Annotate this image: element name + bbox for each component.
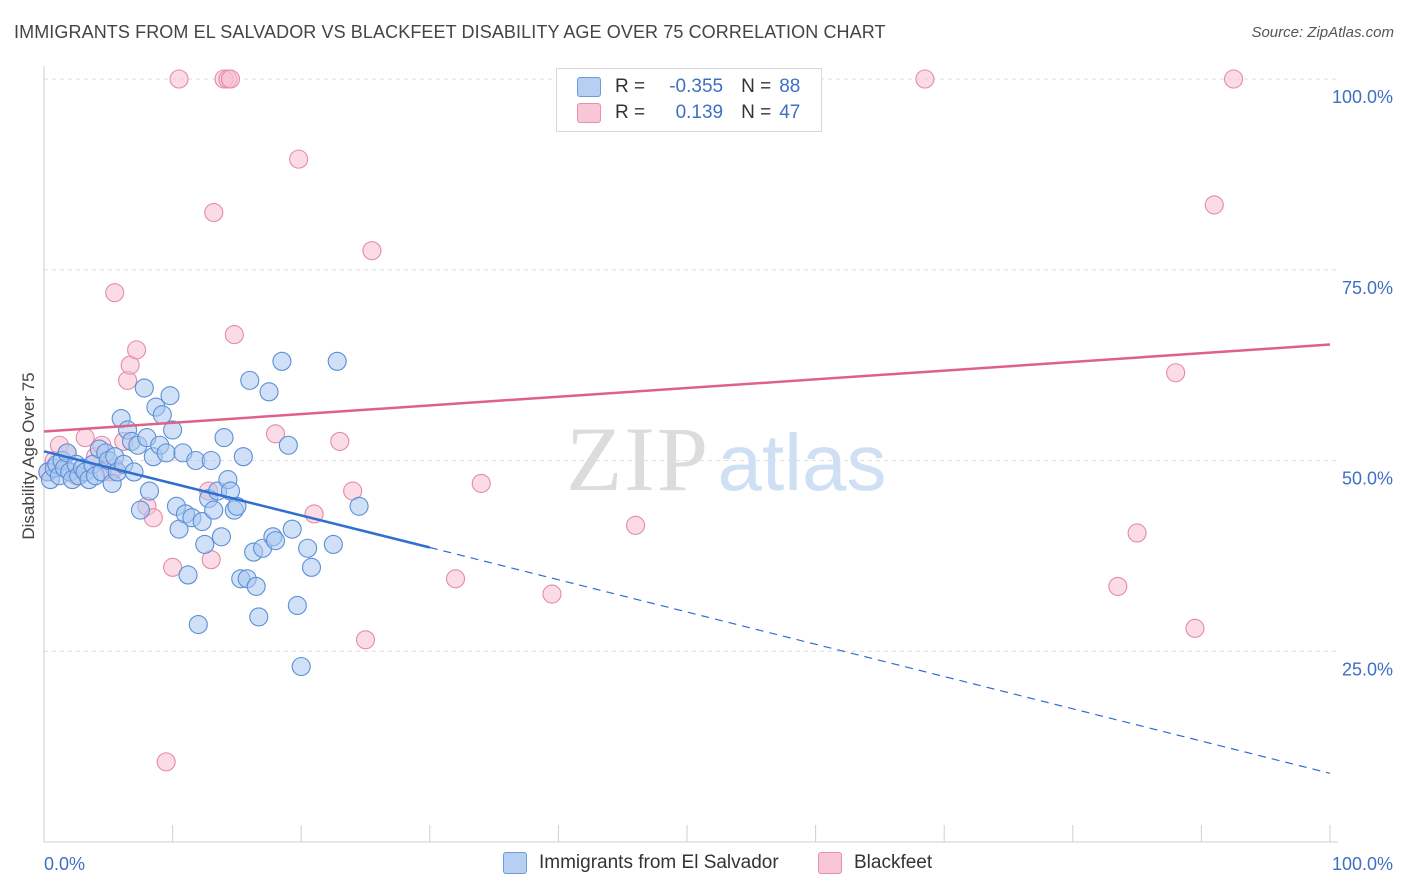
data-point-blackfeet <box>127 340 147 360</box>
data-point-el-salvador <box>265 531 286 551</box>
data-point-el-salvador <box>156 443 176 463</box>
bottom-legend-label: Blackfeet <box>854 852 933 873</box>
x-tick-label-end: 100.0% <box>1332 854 1393 874</box>
chart-title: IMMIGRANTS FROM EL SALVADOR VS BLACKFEET… <box>14 22 886 42</box>
data-point-el-salvador <box>195 534 215 554</box>
watermark-zip: ZIP <box>566 408 710 510</box>
data-point-blackfeet <box>224 325 244 345</box>
watermark: ZIP atlas <box>566 408 886 510</box>
data-point-el-salvador <box>259 382 279 402</box>
data-point-el-salvador <box>323 534 343 554</box>
trend-line-el-salvador-projection <box>429 546 1331 774</box>
trend-line-el-salvador <box>43 450 431 549</box>
legend-r-value: 0.139 <box>675 102 724 123</box>
data-point-el-salvador <box>301 557 322 577</box>
bottom-legend-label: Immigrants from El Salvador <box>539 852 779 873</box>
data-point-el-salvador <box>233 447 253 467</box>
data-point-blackfeet <box>542 584 562 604</box>
data-point-blackfeet <box>330 431 350 451</box>
data-point-blackfeet <box>1108 576 1128 596</box>
legend-n-label: N = <box>741 76 772 97</box>
legend-swatch-pink <box>577 103 601 123</box>
data-point-el-salvador <box>349 496 369 516</box>
data-point-blackfeet <box>169 69 189 89</box>
data-point-blackfeet <box>445 569 466 589</box>
series-el-salvador <box>38 351 369 677</box>
legend-r-label: R = <box>615 102 646 123</box>
bottom-legend-swatch-blue <box>503 852 527 874</box>
data-point-el-salvador <box>201 450 221 471</box>
data-point-blackfeet <box>105 283 125 303</box>
data-point-el-salvador <box>204 500 224 520</box>
data-point-el-salvador <box>130 500 150 520</box>
data-point-blackfeet <box>204 202 224 223</box>
data-point-blackfeet <box>1166 363 1186 383</box>
data-point-blackfeet <box>355 630 376 650</box>
data-point-blackfeet <box>163 557 183 577</box>
data-point-el-salvador <box>214 428 234 448</box>
data-point-blackfeet <box>1127 523 1147 543</box>
gridlines <box>44 78 1338 652</box>
legend-n-value: 88 <box>779 76 801 97</box>
data-point-el-salvador <box>272 351 292 371</box>
data-point-el-salvador <box>240 370 260 390</box>
tick-labels: 25.0% 50.0% 75.0% 100.0% 0.0% 100.0% <box>44 87 1393 874</box>
data-point-blackfeet <box>1185 618 1205 638</box>
y-tick-label: 100.0% <box>1332 87 1393 107</box>
data-point-blackfeet <box>220 69 241 89</box>
data-point-el-salvador <box>327 351 347 371</box>
data-point-el-salvador <box>278 435 298 455</box>
data-point-blackfeet <box>915 69 935 89</box>
data-point-el-salvador <box>246 576 266 596</box>
y-axis-label: Disability Age Over 75 <box>19 372 38 539</box>
watermark-atlas: atlas <box>718 418 887 507</box>
y-tick-label: 75.0% <box>1342 278 1393 298</box>
bottom-legend-blackfeet: Blackfeet <box>818 852 932 874</box>
data-point-el-salvador <box>152 405 172 425</box>
data-point-el-salvador <box>163 420 183 440</box>
legend-n-label: N = <box>741 102 772 123</box>
trend-lines <box>43 343 1331 774</box>
data-point-blackfeet <box>362 241 382 261</box>
legend-r-label: R = <box>615 76 646 97</box>
x-tick-label-start: 0.0% <box>44 854 85 874</box>
data-point-blackfeet <box>1224 69 1244 89</box>
data-point-el-salvador <box>139 481 160 501</box>
data-point-el-salvador <box>287 595 307 616</box>
data-point-blackfeet <box>626 515 646 535</box>
data-point-el-salvador <box>134 378 154 398</box>
legend-n-value: 47 <box>779 102 801 123</box>
data-point-el-salvador <box>178 565 198 585</box>
data-point-el-salvador <box>298 538 318 558</box>
data-point-el-salvador <box>192 511 212 532</box>
y-tick-label: 50.0% <box>1342 469 1393 489</box>
source-credit: Source: ZipAtlas.com <box>1251 24 1394 41</box>
data-point-el-salvador <box>160 386 180 406</box>
legend-r-value: -0.355 <box>669 76 724 97</box>
data-point-el-salvador <box>188 614 208 635</box>
data-point-blackfeet <box>156 752 176 772</box>
data-point-blackfeet <box>289 149 309 169</box>
y-tick-label: 25.0% <box>1342 659 1393 679</box>
legend-row-el-salvador: R = -0.355 N = 88 <box>577 74 800 100</box>
stats-legend: R = -0.355 N = 88 R = 0.139 N = 47 <box>556 68 822 132</box>
axes <box>43 66 1338 843</box>
bottom-legend-el-salvador: Immigrants from El Salvador <box>503 852 779 874</box>
data-point-blackfeet <box>471 473 491 493</box>
trend-line-blackfeet <box>43 343 1331 433</box>
bottom-legend-swatch-pink <box>818 852 842 874</box>
data-point-el-salvador <box>249 607 269 627</box>
data-point-blackfeet <box>265 424 286 444</box>
legend-row-blackfeet: R = 0.139 N = 47 <box>577 100 800 126</box>
data-point-blackfeet <box>1204 195 1224 215</box>
legend-swatch-blue <box>577 77 601 97</box>
data-point-el-salvador <box>282 519 302 539</box>
data-point-el-salvador <box>291 656 311 677</box>
data-point-el-salvador <box>211 527 232 547</box>
